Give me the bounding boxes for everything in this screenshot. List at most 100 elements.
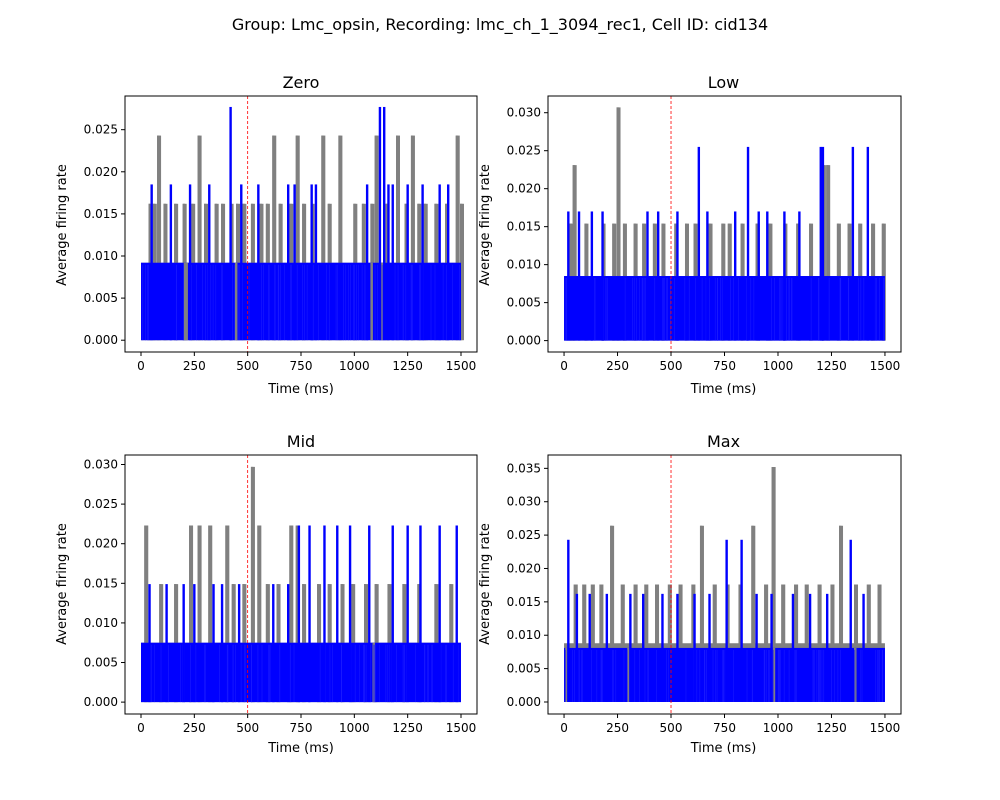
blue-series-spike <box>791 593 795 702</box>
blue-series-spike <box>229 106 232 341</box>
blue-series-spike <box>819 146 822 341</box>
blue-series-spike <box>391 184 394 341</box>
blue-series-spike <box>297 525 301 703</box>
blue-series-spike <box>447 184 450 341</box>
blue-series-spike <box>455 525 458 703</box>
y-tick-label: 0.035 <box>507 461 541 475</box>
blue-series-spike <box>851 146 855 341</box>
blue-series-spike <box>646 211 649 341</box>
gray-series-spike-wide <box>839 525 844 702</box>
blue-series-spike <box>208 184 211 341</box>
gray-series-spike-wide <box>455 135 460 341</box>
gray-series-gap <box>234 262 238 341</box>
blue-series-spike <box>733 211 737 341</box>
gray-series-gap <box>854 647 857 702</box>
y-tick-label: 0.025 <box>507 144 541 158</box>
subplot-title: Zero <box>283 73 320 92</box>
blue-series-body <box>564 276 885 341</box>
blue-series-spike <box>406 184 409 341</box>
gray-series-spike-wide <box>804 584 809 702</box>
gray-series-gap <box>772 647 776 702</box>
y-tick-label: 0.015 <box>507 595 541 609</box>
blue-series-spike <box>661 593 664 702</box>
x-axis-label: Time (ms) <box>267 382 334 397</box>
blue-series-spike <box>770 593 773 702</box>
gray-series-gap <box>370 262 373 341</box>
blue-series-spike <box>406 525 409 703</box>
gray-series-spike-wide <box>599 584 604 702</box>
data-layer <box>564 467 885 702</box>
gray-series-spike-wide <box>712 584 717 702</box>
blue-series-spike <box>755 593 758 702</box>
blue-series-spike <box>708 593 711 702</box>
x-tick-label: 1500 <box>446 721 477 735</box>
blue-series-spike <box>575 593 579 702</box>
gray-series-spike-wide <box>655 584 660 702</box>
y-tick-label: 0.005 <box>507 662 541 676</box>
blue-series-spike <box>237 584 241 703</box>
subplot-title: Max <box>707 432 740 451</box>
blue-series-spike <box>272 584 275 703</box>
blue-series-spike <box>629 593 632 702</box>
subplot-zero: Zero Time (ms) Average firing rate <box>55 73 334 397</box>
x-tick-label: 0 <box>137 721 145 735</box>
blue-series-body <box>141 642 461 703</box>
y-tick-label: 0.015 <box>84 207 118 221</box>
blue-series-spike <box>567 211 570 341</box>
x-tick-label: 250 <box>183 721 206 735</box>
blue-series-spike <box>212 584 215 703</box>
y-axis-label: Average firing rate <box>478 164 493 286</box>
blue-series-spike <box>605 593 609 702</box>
subplot-low: Low Time (ms) Average firing rate <box>478 73 756 397</box>
gray-series-spike-wide <box>295 135 300 341</box>
blue-series-spike <box>746 146 750 341</box>
y-tick-label: 0.030 <box>84 458 118 472</box>
gray-series-spike-wide <box>644 584 649 702</box>
gray-series-spike-wide <box>460 203 464 341</box>
blue-series-spike <box>693 593 696 702</box>
y-axis-label: Average firing rate <box>55 523 70 645</box>
gray-series-spike-wide <box>572 165 577 341</box>
y-tick-label: 0.005 <box>507 296 541 310</box>
blue-series-spike <box>314 184 318 341</box>
x-tick-label: 1000 <box>763 359 794 373</box>
y-tick-label: 0.015 <box>507 220 541 234</box>
blue-series-spike <box>438 525 441 703</box>
blue-series-spike <box>866 146 870 341</box>
blue-series-spike <box>148 584 151 703</box>
blue-series-spike <box>590 211 594 341</box>
x-tick-label: 1500 <box>446 359 477 373</box>
blue-series-spike <box>293 184 296 341</box>
y-tick-label: 0.005 <box>84 656 118 670</box>
x-tick-label: 1500 <box>870 359 901 373</box>
x-tick-label: 0 <box>560 359 568 373</box>
x-tick-label: 750 <box>713 721 736 735</box>
x-tick-label: 1000 <box>763 721 794 735</box>
gray-series-spike-wide <box>272 135 277 341</box>
x-axis-label: Time (ms) <box>690 741 757 756</box>
y-tick-label: 0.010 <box>84 249 118 263</box>
x-tick-label: 0 <box>137 359 145 373</box>
blue-series-spike <box>642 593 645 702</box>
x-tick-label: 500 <box>236 721 259 735</box>
gray-series-spike-wide <box>582 584 587 702</box>
gray-series-spike-wide <box>157 135 162 341</box>
x-tick-label: 250 <box>606 721 629 735</box>
blue-series-spike <box>257 184 260 341</box>
gray-series-spike-wide <box>771 467 776 702</box>
gray-series-gap <box>183 262 187 341</box>
gray-series-spike-wide <box>144 525 149 703</box>
blue-series-spike <box>365 184 369 341</box>
gray-series-spike-wide <box>751 525 756 702</box>
plot-area-zero: 0 250 500 750 1000 1250 1500 0.000 0.005 0.010 0.0… <box>84 95 478 373</box>
blue-series-spike <box>348 525 352 703</box>
plot-area-low: 0 250 500 750 1000 1250 1500 0.000 0.005 0.010 0.0… <box>507 95 902 373</box>
y-tick-label: 0.010 <box>507 258 541 272</box>
x-tick-label: 500 <box>660 721 683 735</box>
x-tick-label: 1250 <box>392 721 423 735</box>
data-layer <box>141 106 464 341</box>
x-tick-label: 1250 <box>392 359 423 373</box>
y-tick-label: 0.030 <box>507 106 541 120</box>
gray-series-spike-wide <box>189 525 194 703</box>
